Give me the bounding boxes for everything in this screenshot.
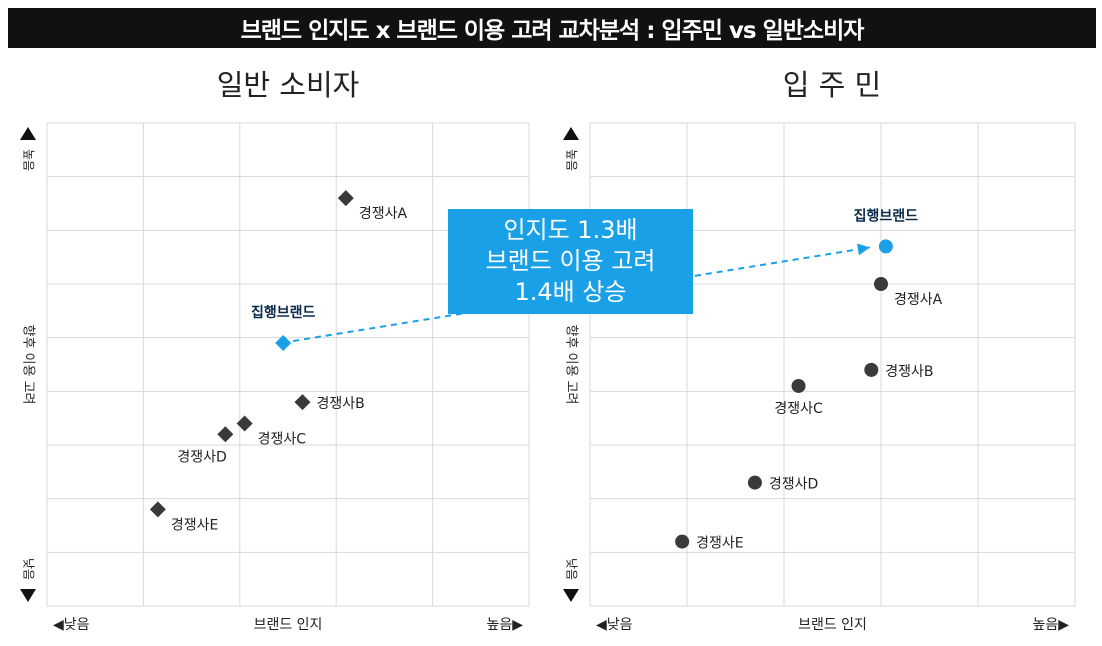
highlight-trend-arrow — [293, 246, 871, 343]
chart1-point-label: 경쟁사B — [316, 396, 364, 412]
chart1-competitor-point — [337, 190, 354, 207]
report-title: 브랜드 인지도 x 브랜드 이용 고려 교차분석 : 입주민 vs 일반소비자 — [240, 18, 865, 44]
chart1-competitor-point — [149, 501, 166, 518]
right-panel-title: 입 주 민 — [782, 68, 882, 102]
chart2-y-up-arrow-icon — [563, 127, 579, 140]
chart1-y-down-arrow-icon — [20, 589, 36, 602]
chart2-competitor-point — [791, 378, 806, 393]
chart2-y-low-label: 낮음 — [565, 558, 579, 580]
chart2-point-label: 경쟁사B — [885, 364, 933, 380]
chart2-competitor-point — [675, 534, 690, 549]
chart2-x-low-label: ◀낮음 — [596, 617, 633, 633]
chart2-point-label: 집행브랜드 — [854, 207, 919, 224]
chart2-point-label: 경쟁사D — [769, 477, 818, 493]
chart1-x-low-label: ◀낮음 — [53, 617, 90, 633]
chart2-x-axis-label: 브랜드 인지 — [798, 617, 867, 633]
report-title-banner: 브랜드 인지도 x 브랜드 이용 고려 교차분석 : 입주민 vs 일반소비자 — [8, 8, 1096, 48]
callout-line-3: 1.4배 상승 — [514, 278, 627, 306]
chart2-point-label: 경쟁사A — [894, 292, 943, 308]
chart1-y-low-label: 낮음 — [22, 558, 36, 580]
chart2-x-high-label: 높음▶ — [1032, 617, 1069, 633]
chart2-plot-frame — [589, 122, 1076, 607]
chart2-y-down-arrow-icon — [563, 589, 579, 602]
chart1-y-up-arrow-icon — [20, 127, 36, 140]
chart1-competitor-point — [236, 415, 253, 432]
chart2-highlight-brand-point — [878, 239, 893, 254]
chart1-y-high-label: 높음 — [22, 149, 36, 171]
chart1-point-label: 집행브랜드 — [251, 304, 316, 321]
callout-line-2: 브랜드 이용 고려 — [485, 247, 656, 275]
chart2-y-axis-label: 향후 이용 고려 — [564, 324, 579, 404]
chart2-point-label: 경쟁사C — [774, 401, 823, 417]
arrowhead-icon — [857, 243, 870, 256]
callout-line-1: 인지도 1.3배 — [503, 216, 638, 244]
chart1-highlight-brand-point — [275, 335, 292, 352]
chart2-competitor-point — [864, 362, 879, 377]
chart1-plot-frame — [46, 122, 530, 607]
chart1-point-label: 경쟁사C — [258, 432, 307, 448]
chart1-y-axis-label: 향후 이용 고려 — [21, 324, 36, 404]
chart2-competitor-point — [747, 475, 762, 490]
chart1-competitor-point — [217, 426, 234, 443]
left-panel-title: 일반 소비자 — [216, 68, 360, 102]
chart1-x-axis-label: 브랜드 인지 — [254, 617, 323, 633]
chart1-point-label: 경쟁사E — [171, 517, 219, 533]
comparison-callout: 인지도 1.3배 브랜드 이용 고려 1.4배 상승 — [448, 209, 693, 314]
chart2-competitor-point — [874, 277, 888, 291]
chart1-point-label: 경쟁사A — [359, 206, 408, 222]
chart1-competitor-point — [294, 394, 311, 411]
chart1-x-high-label: 높음▶ — [486, 617, 523, 633]
chart2-y-high-label: 높음 — [565, 149, 579, 171]
chart1-point-label: 경쟁사D — [177, 449, 226, 465]
chart2-point-label: 경쟁사E — [696, 536, 744, 552]
